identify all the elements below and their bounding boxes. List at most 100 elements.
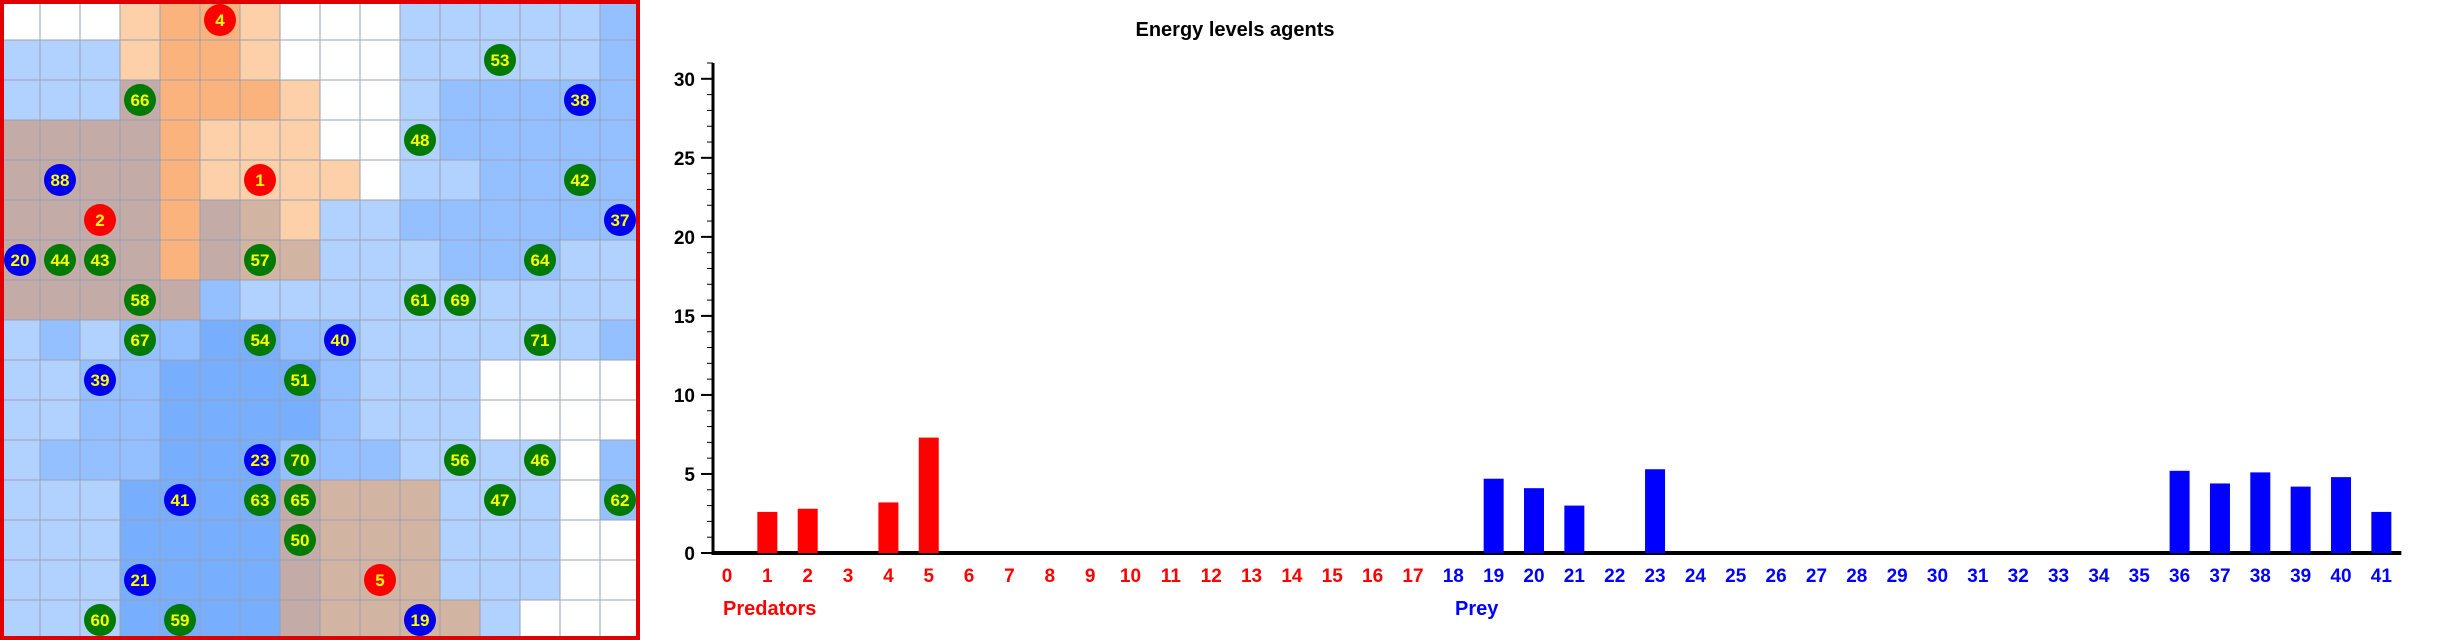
agent-id-label: 20 — [11, 251, 30, 270]
prey-agent[interactable]: 41 — [164, 484, 196, 516]
agent-id-label: 48 — [411, 131, 430, 150]
grid-cell — [479, 279, 521, 321]
plant-agent[interactable]: 63 — [244, 484, 276, 516]
x-tick-label: 35 — [2129, 566, 2151, 587]
plant-agent[interactable]: 57 — [244, 244, 276, 276]
plant-agent[interactable]: 58 — [124, 284, 156, 316]
prey-agent[interactable]: 38 — [564, 84, 596, 116]
prey-agent[interactable]: 40 — [324, 324, 356, 356]
agent-id-label: 63 — [251, 491, 270, 510]
grid-cell — [119, 439, 161, 481]
x-tick-label: 27 — [1806, 566, 1827, 587]
predator-agent[interactable]: 1 — [244, 164, 276, 196]
grid-cell — [559, 359, 601, 401]
plant-agent-marker — [524, 444, 556, 476]
plant-agent[interactable]: 61 — [404, 284, 436, 316]
grid-cell — [159, 359, 201, 401]
plant-agent[interactable]: 47 — [484, 484, 516, 516]
grid-cell — [159, 279, 201, 321]
grid-cell — [79, 479, 121, 521]
predator-agent[interactable]: 5 — [364, 564, 396, 596]
prey-agent[interactable]: 19 — [404, 604, 436, 636]
x-tick-label: 0 — [722, 566, 733, 587]
grid-cell — [0, 0, 41, 41]
plant-agent[interactable]: 44 — [44, 244, 76, 276]
plant-agent-marker — [84, 604, 116, 636]
x-tick-label: 41 — [2371, 566, 2393, 587]
agent-id-label: 54 — [251, 331, 270, 350]
x-tick-label: 4 — [883, 566, 894, 587]
grid-cell — [199, 599, 241, 640]
plant-agent[interactable]: 54 — [244, 324, 276, 356]
prey-energy-bar — [1524, 488, 1544, 553]
plant-agent-marker — [124, 84, 156, 116]
grid-cell — [39, 39, 81, 81]
plant-agent[interactable]: 51 — [284, 364, 316, 396]
grid-cell — [39, 79, 81, 121]
grid-cell — [39, 479, 81, 521]
predator-agent[interactable]: 2 — [84, 204, 116, 236]
plant-agent[interactable]: 69 — [444, 284, 476, 316]
plant-agent[interactable]: 62 — [604, 484, 636, 516]
plant-agent[interactable]: 42 — [564, 164, 596, 196]
prey-agent-marker — [564, 84, 596, 116]
plant-agent[interactable]: 65 — [284, 484, 316, 516]
plant-agent-marker — [444, 284, 476, 316]
agent-id-label: 65 — [291, 491, 310, 510]
agent-id-label: 41 — [171, 491, 190, 510]
plant-agent[interactable]: 43 — [84, 244, 116, 276]
plant-agent[interactable]: 66 — [124, 84, 156, 116]
plant-agent[interactable]: 56 — [444, 444, 476, 476]
prey-agent[interactable]: 20 — [4, 244, 36, 276]
x-tick-label: 15 — [1322, 566, 1344, 587]
plant-agent[interactable]: 48 — [404, 124, 436, 156]
plant-agent[interactable]: 59 — [164, 604, 196, 636]
grid-cell — [279, 199, 321, 241]
x-tick-label: 17 — [1402, 566, 1423, 587]
plant-agent-marker — [44, 244, 76, 276]
prey-agent[interactable]: 21 — [124, 564, 156, 596]
prey-agent-marker — [124, 564, 156, 596]
plant-agent[interactable]: 67 — [124, 324, 156, 356]
grid-cell — [159, 39, 201, 81]
predator-energy-bar — [757, 511, 778, 553]
plant-agent[interactable]: 64 — [524, 244, 556, 276]
plant-agent[interactable]: 71 — [524, 324, 556, 356]
grid-cell — [0, 599, 41, 640]
x-tick-label: 33 — [2048, 566, 2069, 587]
x-tick-label: 22 — [1604, 566, 1625, 587]
prey-energy-bar — [1645, 469, 1666, 553]
predator-agent[interactable]: 4 — [204, 4, 236, 36]
grid-cell — [439, 39, 481, 81]
grid-cell — [79, 439, 121, 481]
plant-agent[interactable]: 46 — [524, 444, 556, 476]
prey-agent[interactable]: 23 — [244, 444, 276, 476]
plant-agent[interactable]: 60 — [84, 604, 116, 636]
plant-agent[interactable]: 70 — [284, 444, 316, 476]
prey-agent-marker — [244, 444, 276, 476]
plant-agent-marker — [404, 284, 436, 316]
prey-agent[interactable]: 37 — [604, 204, 636, 236]
agent-id-label: 64 — [531, 251, 550, 270]
grid-cell — [79, 159, 121, 201]
plant-agent[interactable]: 53 — [484, 44, 516, 76]
x-tick-label: 29 — [1887, 566, 1908, 587]
agent-id-label: 37 — [611, 211, 630, 230]
prey-agent[interactable]: 88 — [44, 164, 76, 196]
grid-cell — [199, 359, 241, 401]
grid-cell — [39, 359, 81, 401]
x-tick-label: 20 — [1523, 566, 1544, 587]
agent-id-label: 58 — [131, 291, 150, 310]
grid-cell — [239, 559, 281, 601]
prey-agent[interactable]: 39 — [84, 364, 116, 396]
grid-cell — [199, 79, 241, 121]
plant-agent[interactable]: 50 — [284, 524, 316, 556]
grid-cell — [319, 199, 361, 241]
grid-cell — [439, 119, 481, 161]
predator-agent-marker — [244, 164, 276, 196]
x-tick-label: 28 — [1846, 566, 1867, 587]
grid-cell — [359, 399, 401, 441]
grid-cell — [319, 119, 361, 161]
grid-cell — [79, 79, 121, 121]
grid-cell — [239, 279, 281, 321]
